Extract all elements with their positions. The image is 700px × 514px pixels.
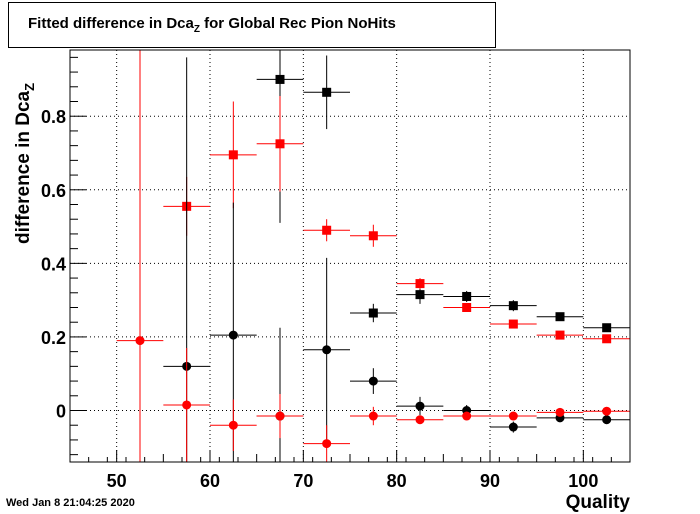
data-point-circle — [368, 376, 378, 386]
data-point-square — [602, 323, 612, 333]
y-tick-label: 0.2 — [41, 328, 66, 348]
y-tick-label: 0.8 — [41, 107, 66, 127]
data-point-square — [415, 290, 425, 300]
data-point-square — [555, 330, 565, 340]
x-tick-label: 70 — [293, 471, 313, 491]
data-point-square — [322, 225, 332, 235]
data-point-circle — [368, 411, 378, 421]
data-point-circle — [602, 406, 612, 416]
y-tick-label: 0.6 — [41, 181, 66, 201]
data-point-square — [368, 308, 378, 318]
timestamp: Wed Jan 8 21:04:25 2020 — [6, 497, 135, 509]
data-point-square — [228, 150, 238, 160]
grid-lines — [70, 50, 630, 462]
data-point-square — [555, 312, 565, 322]
axis-ticks — [69, 56, 631, 462]
data-point-square — [275, 139, 285, 149]
x-tick-label: 50 — [107, 471, 127, 491]
data-point-square — [462, 303, 472, 312]
data-point-circle — [322, 439, 332, 449]
y-tick-label: 0.4 — [41, 254, 66, 274]
y-axis-label: difference in DcaZ — [13, 82, 37, 244]
title-box: Fitted difference in DcaZ for Global Rec… — [8, 2, 496, 48]
chart-title: Fitted difference in DcaZ for Global Rec… — [28, 15, 396, 35]
data-point-circle — [182, 400, 192, 410]
series-square — [256, 50, 630, 333]
data-point-circle — [555, 407, 565, 417]
series-circle — [116, 50, 630, 462]
data-series — [116, 50, 630, 462]
data-point-square — [415, 279, 425, 289]
data-point-circle — [415, 401, 425, 411]
data-point-square — [322, 87, 332, 97]
x-axis-label: Quality — [565, 492, 630, 513]
data-point-square — [508, 319, 518, 329]
x-tick-label: 80 — [387, 471, 407, 491]
data-point-square — [462, 291, 472, 301]
data-point-circle — [135, 336, 145, 346]
x-tick-label: 100 — [568, 471, 598, 491]
x-tick-label: 60 — [200, 471, 220, 491]
data-point-circle — [322, 345, 332, 355]
data-point-square — [368, 231, 378, 241]
plot-frame — [69, 49, 631, 463]
data-point-circle — [228, 330, 238, 340]
data-point-circle — [462, 411, 472, 421]
y-tick-label: 0 — [56, 402, 66, 422]
tick-labels: 50 60 70 80 90 100 0 0.2 0.4 0.6 0.8 — [41, 107, 598, 491]
x-tick-label: 90 — [480, 471, 500, 491]
data-point-circle — [415, 415, 425, 425]
data-point-circle — [228, 420, 238, 430]
data-point-square — [275, 74, 285, 84]
data-point-circle — [275, 411, 285, 421]
data-point-square — [508, 301, 518, 311]
data-point-circle — [508, 422, 518, 432]
data-point-circle — [602, 415, 612, 425]
data-point-square — [602, 334, 612, 344]
data-point-circle — [508, 411, 518, 421]
